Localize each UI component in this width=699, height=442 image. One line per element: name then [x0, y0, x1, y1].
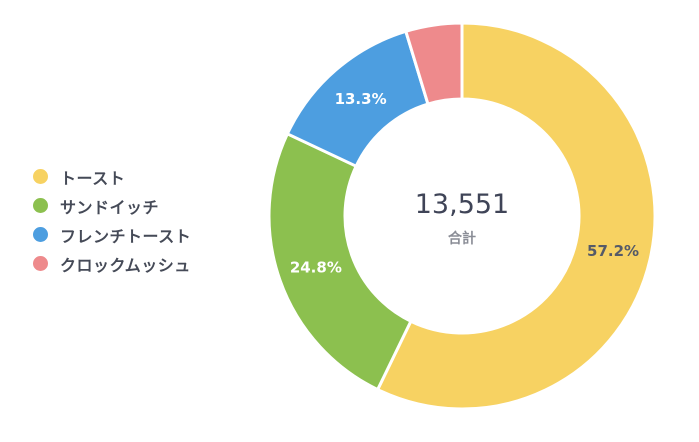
legend-label-toast: トースト [60, 168, 126, 188]
legend-item-croque-monsieur[interactable]: クロックムッシュ [33, 249, 191, 278]
legend-label-sandwich: サンドイッチ [60, 197, 160, 217]
legend-label-french-toast: フレンチトースト [60, 226, 192, 246]
total-value: 13,551 [415, 189, 509, 220]
legend-marker-sandwich [33, 198, 48, 213]
slice-croque-monsieur[interactable] [404, 21, 464, 106]
legend-item-toast[interactable]: トースト [33, 162, 191, 191]
slice-label-french-toast: 13.3% [335, 90, 387, 108]
slice-label-sandwich: 24.8% [290, 259, 342, 277]
slice-labels: 57.2% 24.8% 13.3% [290, 90, 639, 277]
legend-label-croque-monsieur: クロックムッシュ [60, 255, 191, 275]
donut-slices [267, 21, 657, 411]
slice-toast[interactable] [376, 21, 657, 411]
legend-item-french-toast[interactable]: フレンチトースト [33, 220, 191, 249]
legend-item-sandwich[interactable]: サンドイッチ [33, 191, 191, 220]
legend-marker-croque-monsieur [33, 256, 48, 271]
legend: トースト サンドイッチ フレンチトースト クロックムッシュ [33, 162, 191, 278]
legend-marker-french-toast [33, 227, 48, 242]
slice-sandwich[interactable] [267, 132, 413, 392]
total-caption: 合計 [448, 230, 476, 247]
slice-label-toast: 57.2% [587, 242, 639, 260]
legend-marker-toast [33, 169, 48, 184]
